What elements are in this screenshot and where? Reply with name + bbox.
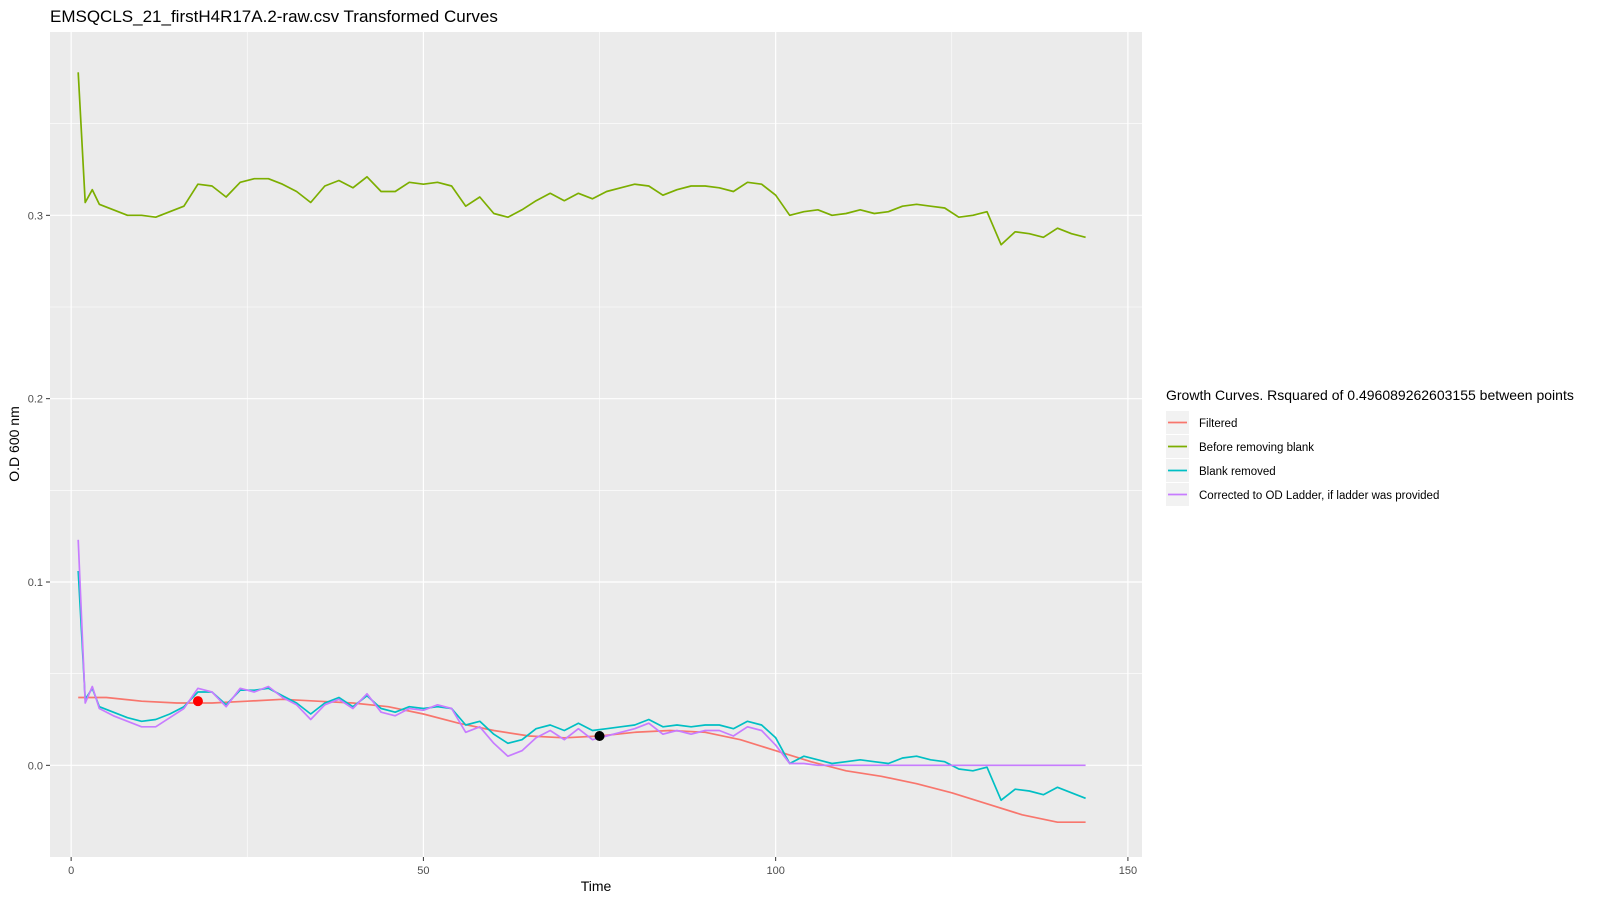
legend-label: Blank removed [1199, 466, 1276, 478]
legend-label: Corrected to OD Ladder, if ladder was pr… [1199, 490, 1439, 502]
legend-items: Filtered Before removing blank Blank remov… [1166, 411, 1439, 506]
y-tick-label: 0.1 [28, 577, 43, 589]
highlight-point-0 [192, 696, 203, 707]
x-axis-label: Time [581, 878, 612, 894]
y-axis-ticks: 0.0 0.1 0.2 0.3 [28, 210, 50, 772]
y-tick-label: 0.2 [28, 394, 43, 406]
x-tick-label: 0 [68, 865, 74, 877]
x-tick-label: 150 [1119, 865, 1137, 877]
legend: Growth Curves. Rsquared of 0.49608926260… [1166, 387, 1574, 506]
highlight-point-1 [594, 731, 605, 741]
chart-title: EMSQCLS_21_firstH4R17A.2-raw.csv Transfo… [50, 7, 498, 26]
series-line-0 [78, 696, 1086, 824]
grid-minor [50, 32, 1142, 857]
x-tick-label: 50 [417, 865, 429, 877]
x-axis-ticks: 0 50 100 150 [68, 857, 1137, 877]
series-line-3 [77, 539, 1086, 767]
series-line-1 [77, 72, 1086, 246]
plot-panel [50, 32, 1142, 857]
legend-label: Before removing blank [1199, 442, 1314, 454]
legend-label: Filtered [1199, 418, 1237, 430]
y-tick-label: 0.0 [28, 760, 43, 772]
legend-title: Growth Curves. Rsquared of 0.49608926260… [1166, 387, 1574, 403]
x-tick-label: 100 [766, 865, 784, 877]
highlight-points [192, 696, 605, 741]
y-axis-label: O.D 600 nm [6, 406, 22, 481]
y-tick-label: 0.3 [28, 210, 43, 222]
series-lines [77, 72, 1086, 824]
